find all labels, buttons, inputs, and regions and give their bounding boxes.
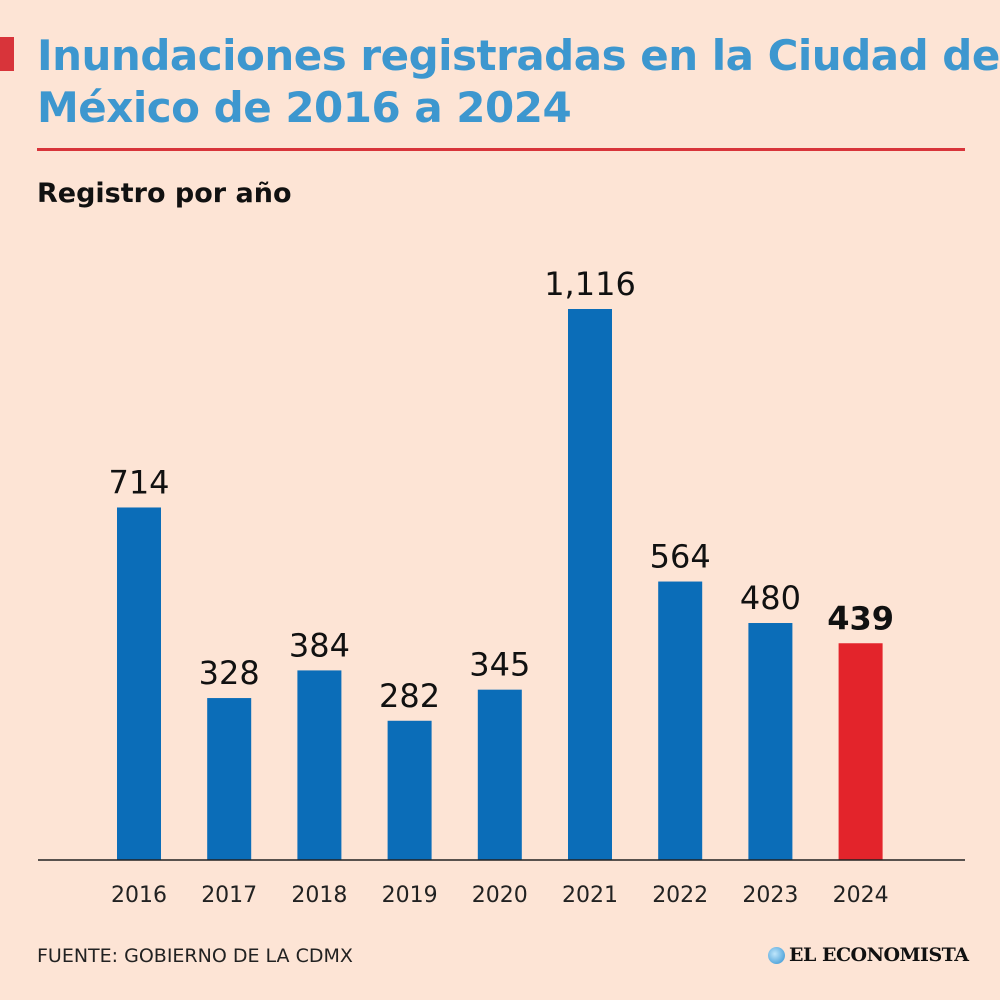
data-label-2018: 384 [289, 626, 350, 664]
x-tick-2021: 2021 [562, 883, 618, 908]
bar-2024 [838, 643, 883, 860]
bar-2020 [477, 689, 522, 860]
x-tick-2022: 2022 [652, 883, 708, 908]
data-label-2019: 282 [379, 677, 440, 715]
bar-2022 [658, 581, 703, 860]
x-tick-2024: 2024 [833, 883, 889, 908]
globe-icon [768, 946, 785, 964]
x-tick-2017: 2017 [201, 883, 257, 908]
bar-2023 [748, 623, 793, 860]
chart-title: Inundaciones registradas en la Ciudad de… [37, 31, 1000, 132]
data-label-2017: 328 [199, 654, 260, 692]
x-tick-2018: 2018 [291, 883, 347, 908]
chart-subtitle: Registro por año [37, 178, 292, 209]
x-tick-2016: 2016 [111, 883, 167, 908]
bar-2017 [207, 698, 252, 860]
title-divider [37, 148, 965, 151]
bar-2021 [568, 309, 612, 860]
title-accent-mark [0, 37, 14, 71]
bar-2016 [117, 507, 161, 860]
bar-2018 [297, 670, 342, 860]
bar-2019 [387, 720, 432, 860]
data-label-2024: 439 [827, 599, 894, 637]
data-label-2022: 564 [650, 538, 711, 576]
data-label-2016: 714 [108, 463, 169, 501]
source-note: FUENTE: GOBIERNO DE LA CDMX [37, 945, 353, 967]
data-label-2020: 345 [469, 646, 530, 684]
x-tick-2019: 2019 [382, 883, 438, 908]
publisher-logo: EL ECONOMISTA [768, 944, 969, 966]
x-tick-2023: 2023 [742, 883, 798, 908]
x-tick-2020: 2020 [472, 883, 528, 908]
data-label-2023: 480 [740, 579, 801, 617]
logo-text: EL ECONOMISTA [789, 944, 969, 966]
data-label-2021: 1,116 [544, 265, 636, 303]
